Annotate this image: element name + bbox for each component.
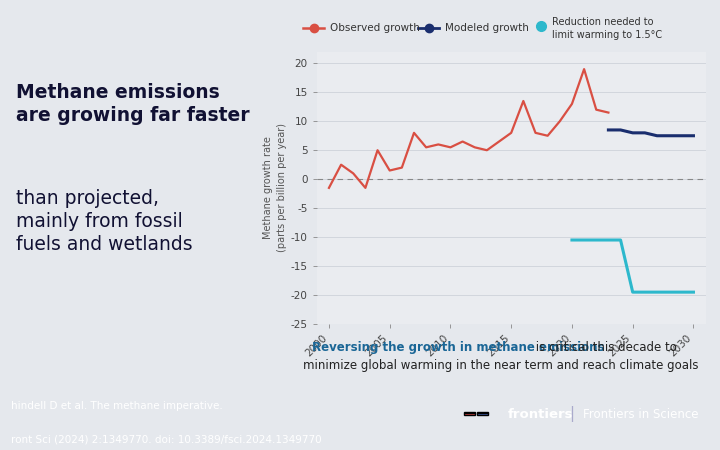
Text: Frontiers in Science: Frontiers in Science — [583, 408, 698, 420]
Text: |: | — [569, 406, 574, 422]
Text: Reversing the growth in methane emissions: Reversing the growth in methane emission… — [312, 341, 604, 354]
Text: ront Sci (2024) 2:1349770. doi: 10.3389/fsci.2024.1349770: ront Sci (2024) 2:1349770. doi: 10.3389/… — [11, 434, 321, 444]
Text: frontiers: frontiers — [508, 408, 573, 420]
FancyBboxPatch shape — [464, 412, 475, 414]
Text: is critical this decade to: is critical this decade to — [532, 341, 678, 354]
Text: Modeled growth: Modeled growth — [445, 23, 529, 33]
Text: Observed growth: Observed growth — [330, 23, 420, 33]
Text: hindell D et al. The methane imperative.: hindell D et al. The methane imperative. — [11, 401, 222, 411]
FancyBboxPatch shape — [477, 412, 488, 414]
Y-axis label: Methane growth rate
(parts per billion per year): Methane growth rate (parts per billion p… — [264, 123, 287, 252]
Text: Reduction needed to
limit warming to 1.5°C: Reduction needed to limit warming to 1.5… — [552, 17, 662, 40]
Text: Methane emissions
are growing far faster: Methane emissions are growing far faster — [16, 83, 249, 125]
Text: minimize global warming in the near term and reach climate goals: minimize global warming in the near term… — [302, 359, 698, 372]
Text: than projected,
mainly from fossil
fuels and wetlands: than projected, mainly from fossil fuels… — [16, 189, 192, 253]
